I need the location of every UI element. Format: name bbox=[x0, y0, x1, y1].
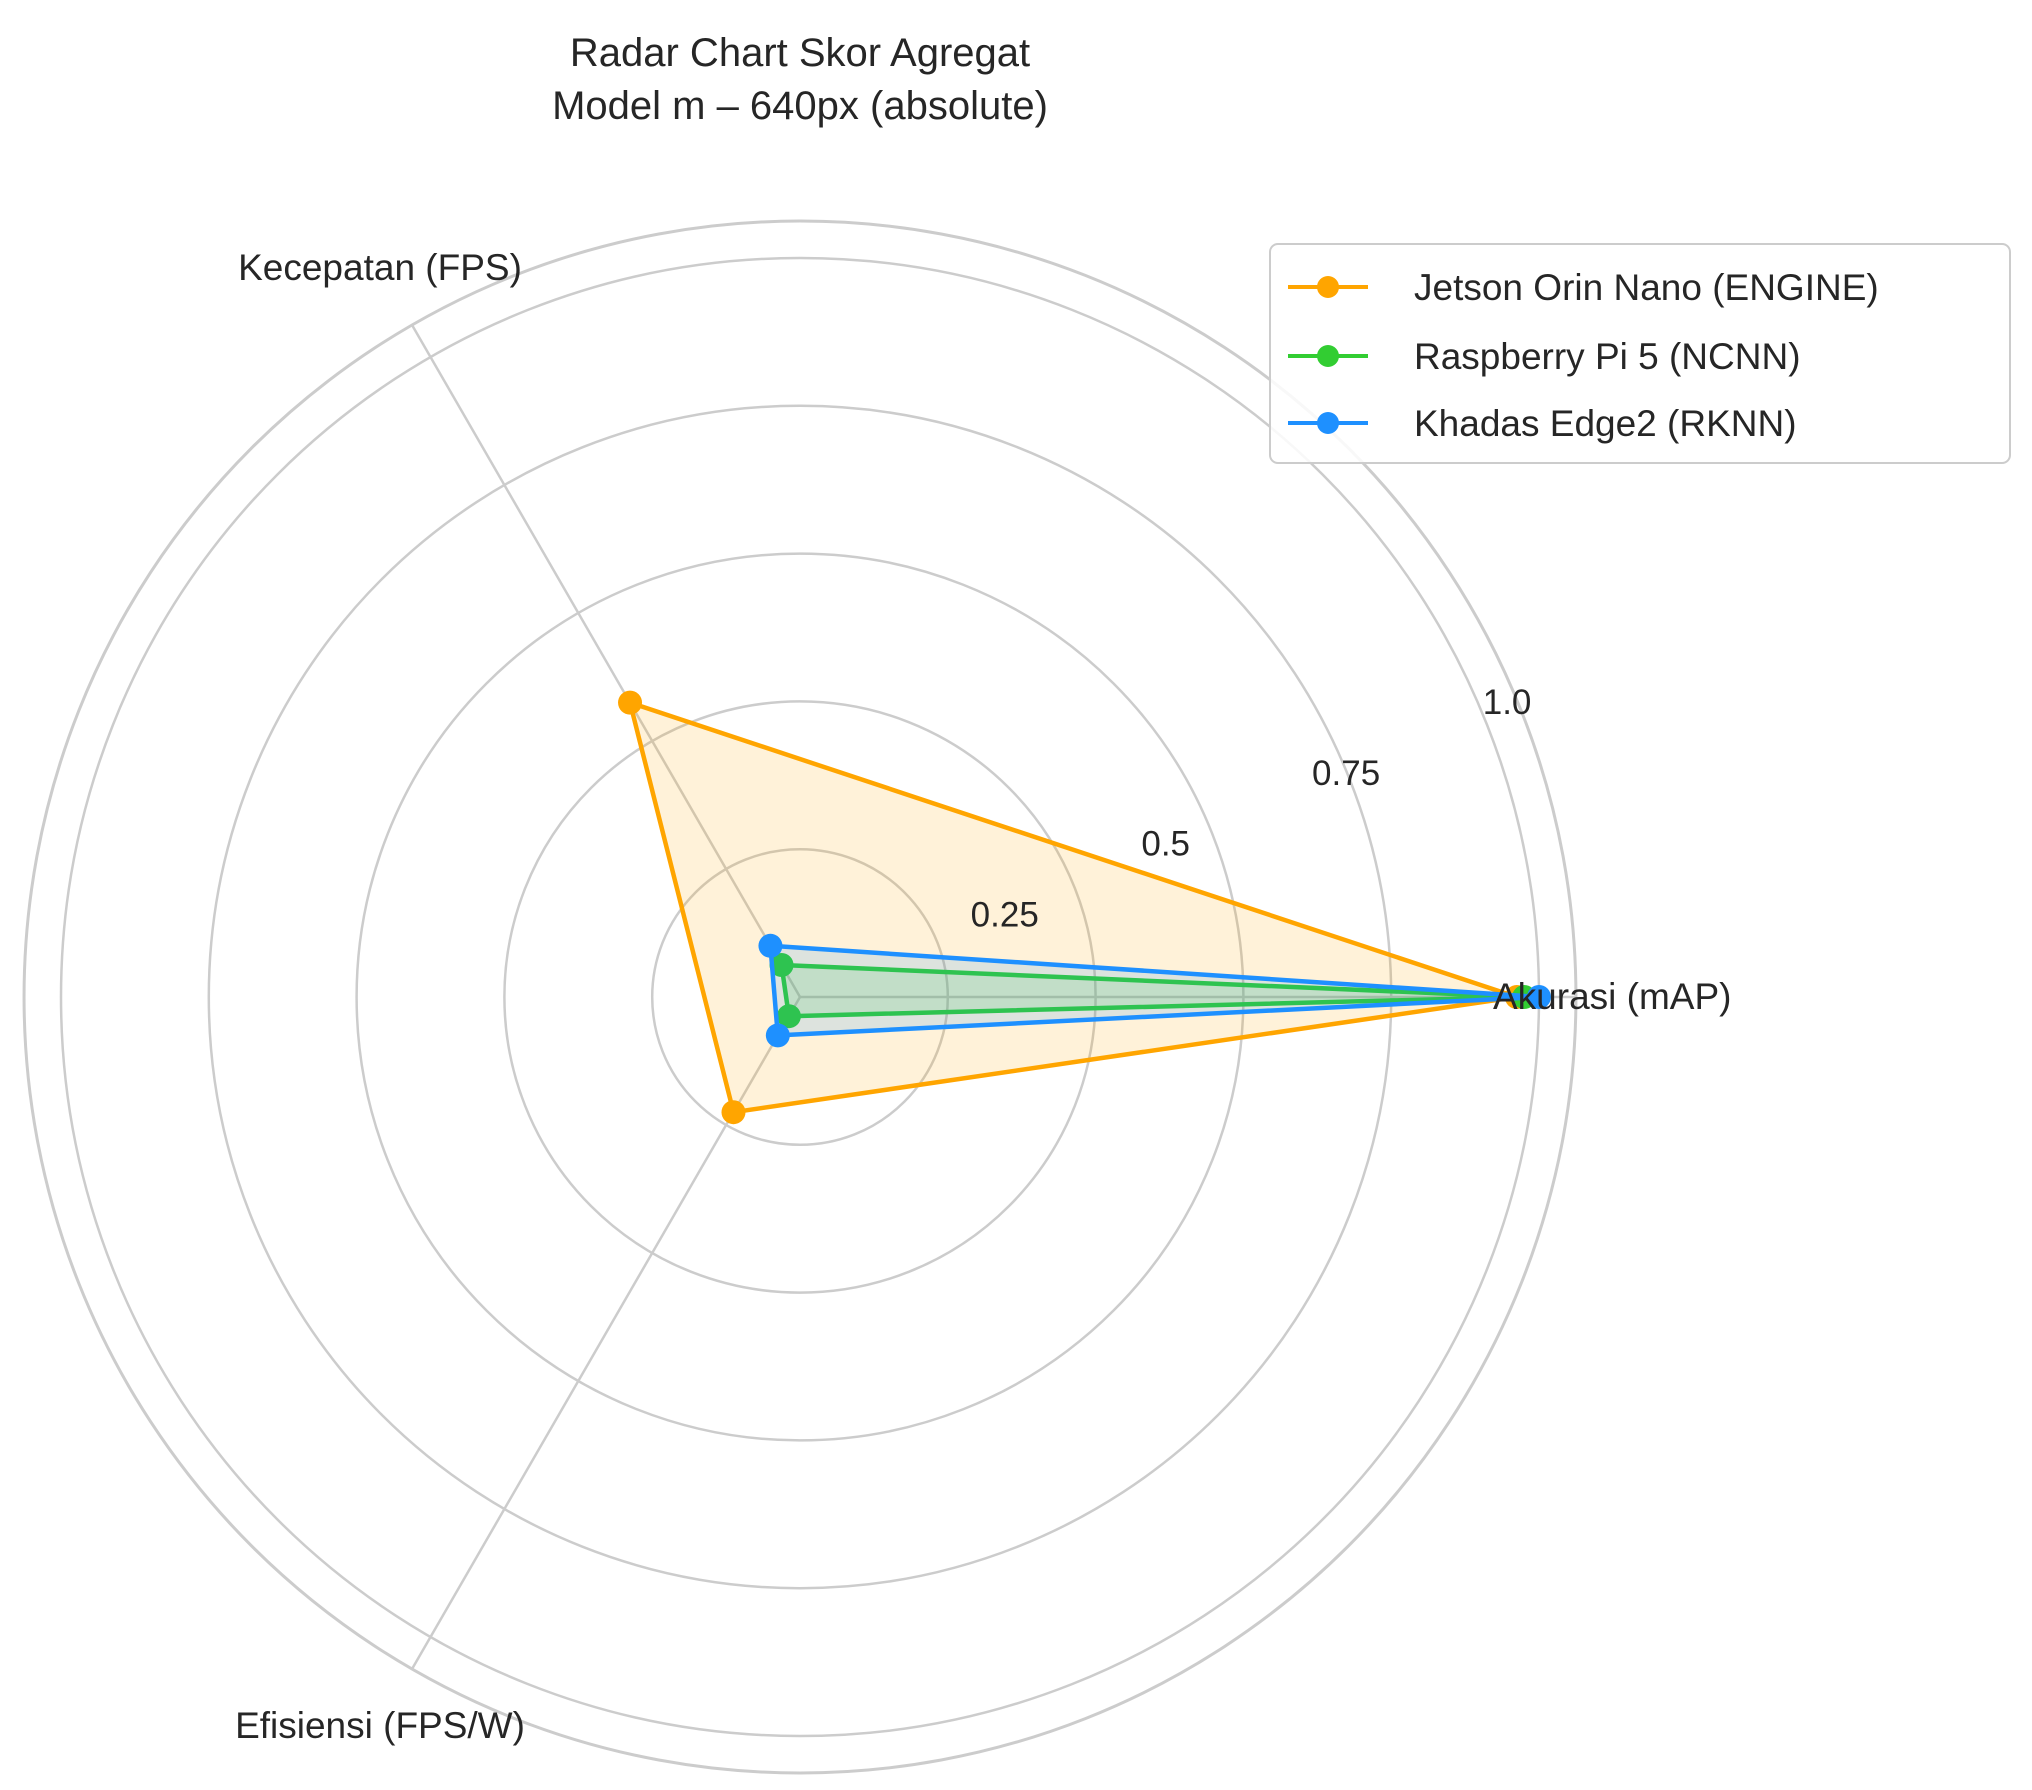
series-line-1 bbox=[627, 700, 1520, 1115]
chart-subtitle: Model m – 640px (absolute) bbox=[552, 84, 1048, 128]
legend-item-khadas: Khadas Edge2 (RKNN) bbox=[1288, 403, 1797, 444]
series-2-point-3 bbox=[776, 1004, 801, 1029]
legend-item-raspberry: Raspberry Pi 5 (NCNN) bbox=[1288, 336, 1801, 377]
legend-marker-jetson bbox=[1317, 276, 1339, 298]
radial-tick-label: 0.75 bbox=[1312, 754, 1380, 793]
series-line-2 bbox=[779, 962, 1527, 1019]
series-line-3 bbox=[768, 943, 1542, 1038]
series-fill-2 bbox=[781, 965, 1525, 1017]
radar-series bbox=[618, 690, 1551, 1125]
legend-item-jetson: Jetson Orin Nano (ENGINE) bbox=[1288, 267, 1879, 308]
legend-frame bbox=[1269, 243, 2011, 464]
radar-labels: 0.25 0.5 0.75 1.0 Akurasi (mAP) Kecepatan (FP… bbox=[235, 247, 1731, 1746]
radial-tick-label: 0.25 bbox=[971, 895, 1039, 934]
series-3-point-1 bbox=[1527, 985, 1551, 1009]
radial-tick-label: 0.5 bbox=[1141, 825, 1190, 864]
axis-label-1: Akurasi (mAP) bbox=[1493, 976, 1731, 1017]
radial-tick-label: 1.0 bbox=[1483, 683, 1532, 722]
legend-label-jetson: Jetson Orin Nano (ENGINE) bbox=[1414, 267, 1879, 308]
series-fill-3 bbox=[770, 945, 1539, 1036]
legend-marker-raspberry bbox=[1317, 345, 1339, 367]
legend-marker-khadas bbox=[1317, 412, 1339, 434]
chart-title: Radar Chart Skor Agregat bbox=[570, 31, 1030, 75]
legend-label-khadas: Khadas Edge2 (RKNN) bbox=[1414, 403, 1797, 444]
series-3-point-2 bbox=[758, 933, 783, 958]
legend: Jetson Orin Nano (ENGINE) Raspberry Pi 5… bbox=[1269, 243, 2011, 464]
axis-label-2: Kecepatan (FPS) bbox=[238, 247, 522, 288]
series-1-point-3 bbox=[721, 1100, 746, 1125]
series-2-point-2 bbox=[769, 953, 794, 978]
series-1-point-2 bbox=[618, 690, 643, 715]
radar-spoke-2 bbox=[410, 324, 802, 998]
series-3-point-3 bbox=[765, 1023, 790, 1048]
legend-label-raspberry: Raspberry Pi 5 (NCNN) bbox=[1414, 336, 1801, 377]
axis-label-3: Efisiensi (FPS/W) bbox=[235, 1705, 525, 1746]
